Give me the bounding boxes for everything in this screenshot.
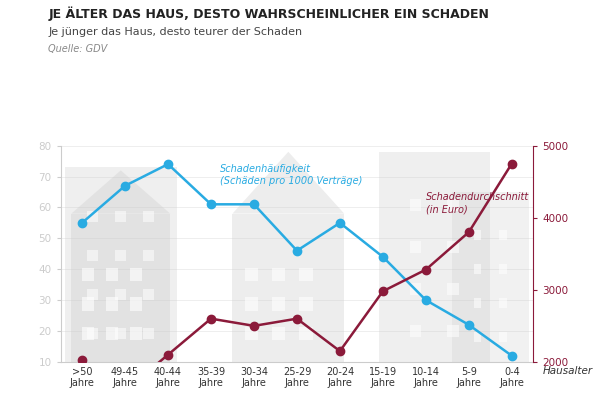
- Bar: [410, 325, 421, 337]
- Bar: [130, 327, 142, 340]
- Bar: [272, 268, 285, 281]
- Bar: [272, 297, 285, 311]
- Bar: [115, 328, 126, 339]
- Bar: [473, 332, 481, 342]
- Bar: [410, 283, 421, 295]
- Bar: [87, 250, 98, 261]
- Bar: [473, 298, 481, 307]
- Bar: [72, 213, 170, 362]
- Bar: [410, 241, 421, 253]
- Bar: [115, 211, 126, 222]
- Bar: [245, 297, 258, 311]
- Bar: [299, 268, 313, 281]
- Text: Schadenhäufigkeit
(Schäden pro 1000 Verträge): Schadenhäufigkeit (Schäden pro 1000 Vert…: [219, 164, 362, 186]
- Bar: [499, 298, 507, 307]
- Text: JE ÄLTER DAS HAUS, DESTO WAHRSCHEINLICHER EIN SCHADEN: JE ÄLTER DAS HAUS, DESTO WAHRSCHEINLICHE…: [48, 6, 490, 21]
- Bar: [130, 268, 142, 281]
- Polygon shape: [233, 152, 344, 213]
- Bar: [473, 264, 481, 274]
- Bar: [233, 213, 344, 362]
- Bar: [451, 192, 529, 362]
- Bar: [447, 241, 459, 253]
- Bar: [245, 268, 258, 281]
- Bar: [447, 199, 459, 210]
- Bar: [299, 327, 313, 340]
- Bar: [143, 289, 155, 300]
- Text: Hausalter: Hausalter: [542, 366, 593, 376]
- Bar: [107, 268, 118, 281]
- Bar: [115, 250, 126, 261]
- Bar: [447, 325, 459, 337]
- Bar: [130, 297, 142, 311]
- Bar: [299, 297, 313, 311]
- Text: Schadendurchschnitt
(in Euro): Schadendurchschnitt (in Euro): [426, 193, 529, 214]
- Bar: [87, 328, 98, 339]
- Bar: [87, 211, 98, 222]
- Bar: [143, 250, 155, 261]
- Text: Quelle: GDV: Quelle: GDV: [48, 44, 108, 54]
- Bar: [447, 283, 459, 295]
- Bar: [410, 199, 421, 210]
- Bar: [107, 297, 118, 311]
- Bar: [82, 327, 94, 340]
- Bar: [499, 230, 507, 240]
- Bar: [82, 297, 94, 311]
- Bar: [379, 152, 490, 362]
- Bar: [107, 327, 118, 340]
- Bar: [143, 328, 155, 339]
- Text: Je jünger das Haus, desto teurer der Schaden: Je jünger das Haus, desto teurer der Sch…: [48, 27, 302, 37]
- Bar: [272, 327, 285, 340]
- Bar: [499, 264, 507, 274]
- Bar: [245, 327, 258, 340]
- Bar: [143, 211, 155, 222]
- Bar: [473, 230, 481, 240]
- Bar: [65, 167, 176, 362]
- Bar: [82, 268, 94, 281]
- Bar: [499, 332, 507, 342]
- Polygon shape: [72, 170, 170, 213]
- Bar: [87, 289, 98, 300]
- Bar: [115, 289, 126, 300]
